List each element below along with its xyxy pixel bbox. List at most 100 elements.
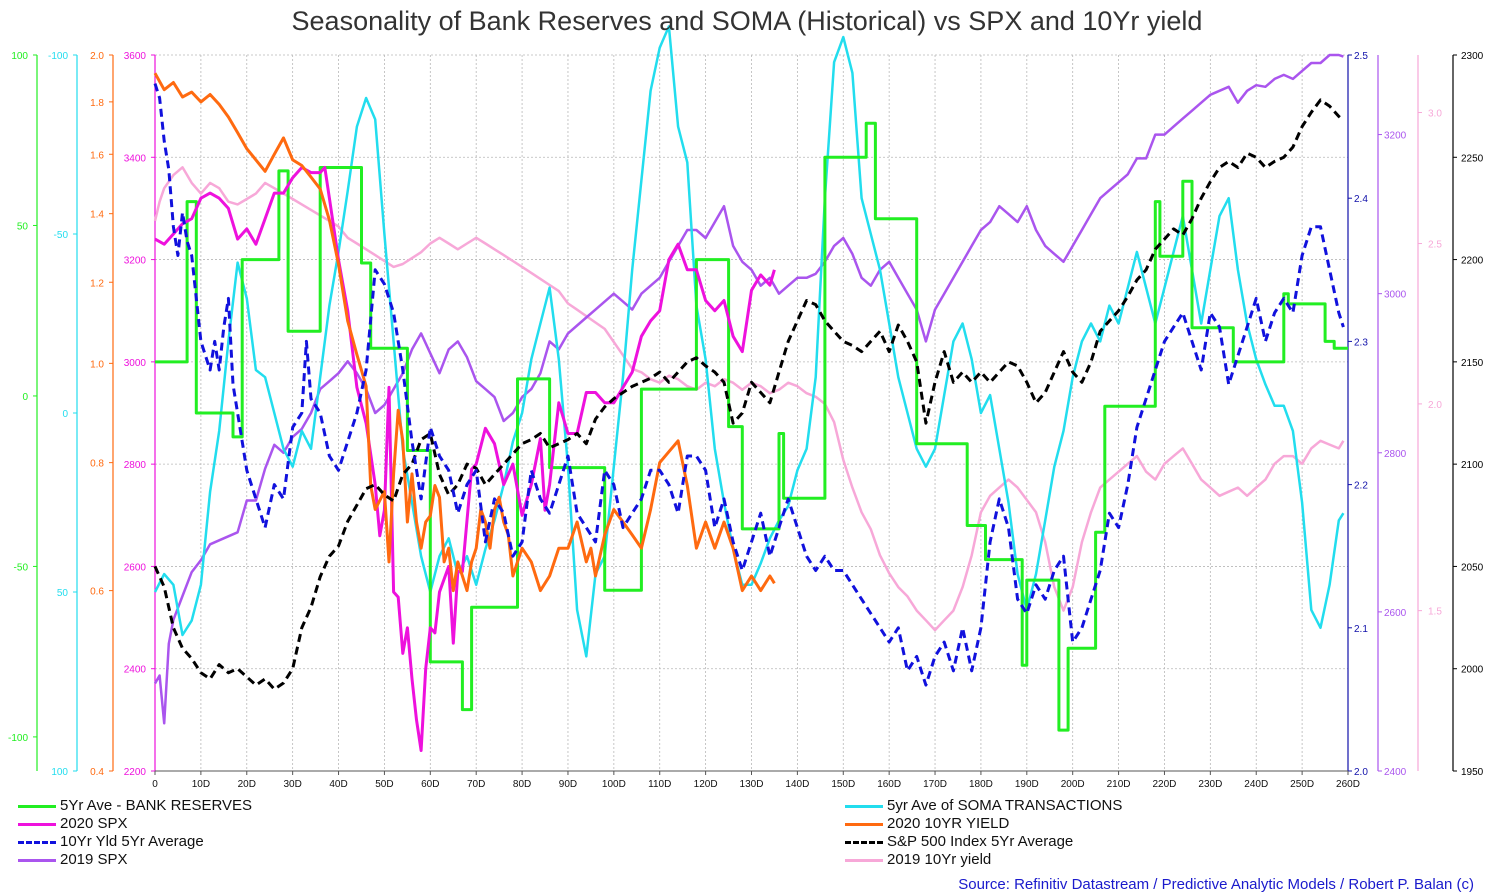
legend-swatch-soma — [845, 805, 883, 808]
axis-tick-label-yld5yr: 2.4 — [1354, 194, 1368, 205]
legend-label-soma: 5yr Ave of SOMA TRANSACTIONS — [887, 797, 1123, 814]
x-axis-tick-label: 210D — [1107, 779, 1131, 790]
axis-tick-label-yield2019: 1.5 — [1428, 607, 1442, 618]
legend-swatch-spx2020 — [18, 823, 56, 826]
x-axis-tick-label: 180D — [969, 779, 993, 790]
axis-tick-label-soma: -100 — [48, 51, 68, 62]
axis-tick-label-yield2019: 3.0 — [1428, 109, 1442, 120]
series-line-yield2020 — [153, 72, 776, 593]
x-axis-tick-label: 30D — [283, 779, 301, 790]
axis-tick-label-sp5yr: 2300 — [1461, 51, 1484, 62]
legend-label-yield2020: 2020 10YR YIELD — [887, 815, 1010, 832]
axis-tick-label-yield2020: 1.6 — [90, 150, 104, 161]
x-axis-tick-label: 260D — [1336, 779, 1360, 790]
x-axis-tick-label: 70D — [467, 779, 485, 790]
x-axis-tick-label: 200D — [1061, 779, 1085, 790]
x-axis-tick-label: 220D — [1153, 779, 1177, 790]
legend-swatch-bank_reserves — [18, 805, 56, 808]
x-axis-tick-label: 170D — [923, 779, 947, 790]
axis-tick-label-yield2020: 1.4 — [90, 210, 104, 221]
axis-tick-label-reserves: 0 — [22, 392, 28, 403]
legend-label-spx2019: 2019 SPX — [60, 851, 128, 868]
axis-tick-label-yield2020: 1.2 — [90, 278, 104, 289]
x-axis-tick-label: 40D — [329, 779, 347, 790]
series-line-sp5yr — [153, 98, 1345, 691]
x-axis-tick-label: 240D — [1244, 779, 1268, 790]
axis-tick-label-spx2019: 2400 — [1384, 767, 1407, 778]
x-axis-tick-label: 150D — [831, 779, 855, 790]
x-axis-tick-label: 110D — [648, 779, 671, 790]
axis-tick-label-soma: 0 — [62, 409, 68, 420]
x-axis-tick-label: 250D — [1290, 779, 1314, 790]
axis-tick-label-yld5yr: 2.1 — [1354, 624, 1368, 635]
axis-tick-label-yld5yr: 2.5 — [1354, 51, 1368, 62]
axis-tick-label-reserves: -50 — [14, 562, 29, 573]
axis-tick-label-sp5yr: 2200 — [1461, 256, 1484, 267]
legend-label-yld5yr: 10Yr Yld 5Yr Average — [60, 833, 204, 850]
axis-tick-label-yld5yr: 2.3 — [1354, 337, 1368, 348]
axis-tick-label-yield2020: 0.4 — [90, 767, 104, 778]
source-note: Source: Refinitiv Datastream / Predictiv… — [958, 876, 1474, 893]
legend-swatch-yld5yr — [18, 841, 56, 844]
axis-tick-label-yield2020: 1.0 — [90, 359, 104, 370]
series-line-yield2019 — [153, 166, 1345, 632]
legend-swatch-yield2019 — [845, 859, 883, 862]
axis-tick-label-spx2020: 2600 — [124, 562, 147, 573]
axis-tick-label-reserves: -100 — [8, 733, 28, 744]
axis-tick-label-spx2019: 2600 — [1384, 608, 1407, 619]
grid-lines — [155, 54, 1349, 772]
x-axis-tick-label: 80D — [513, 779, 531, 790]
x-axis-tick-label: 60D — [421, 779, 439, 790]
axis-tick-label-spx2019: 2800 — [1384, 449, 1407, 460]
axis-tick-label-soma: 50 — [57, 588, 69, 599]
axis-tick-label-spx2020: 3400 — [124, 153, 147, 164]
axis-tick-label-yield2019: 2.5 — [1428, 240, 1442, 251]
axis-tick-label-sp5yr: 2050 — [1461, 562, 1484, 573]
axis-tick-label-sp5yr: 2150 — [1461, 358, 1484, 369]
x-axis-tick-label: 0 — [152, 779, 158, 790]
legend-label-bank_reserves: 5Yr Ave - BANK RESERVES — [60, 797, 253, 814]
series-lines — [153, 25, 1348, 752]
axis-tick-label-reserves: 100 — [11, 51, 28, 62]
axis-tick-label-yield2019: 2.0 — [1428, 400, 1442, 411]
series-line-spx2020 — [154, 166, 776, 752]
axis-tick-label-spx2020: 2200 — [124, 767, 147, 778]
axis-tick-label-yield2020: 1.8 — [90, 98, 104, 109]
series-line-bank_reserves — [155, 121, 1348, 732]
axis-tick-label-sp5yr: 2250 — [1461, 153, 1484, 164]
x-axis-tick-label: 160D — [877, 779, 901, 790]
axis-tick-label-spx2019: 3000 — [1384, 290, 1407, 301]
axes: 100 50 0 -50 -100 -100 -50 0 50 100 2.0 1.8 1.6 1.4 1.… — [8, 51, 1484, 790]
legend-swatch-sp5yr — [845, 841, 883, 844]
axis-tick-label-spx2020: 2800 — [124, 460, 147, 471]
x-axis-tick-label: 10D — [192, 779, 210, 790]
axis-tick-label-yield2020: 0.8 — [90, 459, 104, 470]
axis-tick-label-yield2020: 2.0 — [90, 51, 104, 62]
legend-label-yield2019: 2019 10Yr yield — [887, 851, 992, 868]
axis-tick-label-sp5yr: 2100 — [1461, 460, 1484, 471]
axis-tick-label-soma: 100 — [51, 767, 68, 778]
x-axis-tick-label: 50D — [375, 779, 393, 790]
legend-label-sp5yr: S&P 500 Index 5Yr Average — [887, 833, 1074, 850]
axis-tick-label-yield2020: 0.6 — [90, 587, 104, 598]
axis-tick-label-spx2020: 3200 — [124, 256, 147, 267]
x-axis-tick-label: 230D — [1198, 779, 1222, 790]
axis-tick-label-yld5yr: 2.0 — [1354, 767, 1368, 778]
axis-tick-label-sp5yr: 2000 — [1461, 665, 1484, 676]
x-axis-tick-label: 90D — [559, 779, 577, 790]
axis-tick-label-soma: -50 — [54, 230, 69, 241]
legend-swatch-yield2020 — [845, 823, 883, 826]
axis-tick-label-spx2019: 3200 — [1384, 131, 1407, 142]
series-line-yld5yr — [153, 83, 1345, 687]
x-axis-tick-label: 140D — [785, 779, 809, 790]
axis-tick-label-sp5yr: 1950 — [1461, 767, 1484, 778]
axis-tick-label-spx2020: 2400 — [124, 665, 147, 676]
axis-tick-label-yld5yr: 2.2 — [1354, 481, 1368, 492]
x-axis-tick-label: 190D — [1015, 779, 1039, 790]
axis-tick-label-spx2020: 3000 — [124, 358, 147, 369]
x-axis-tick-label: 100D — [602, 779, 626, 790]
x-axis-tick-label: 130D — [740, 779, 764, 790]
series-line-spx2019 — [153, 53, 1344, 725]
x-axis-tick-label: 120D — [694, 779, 718, 790]
